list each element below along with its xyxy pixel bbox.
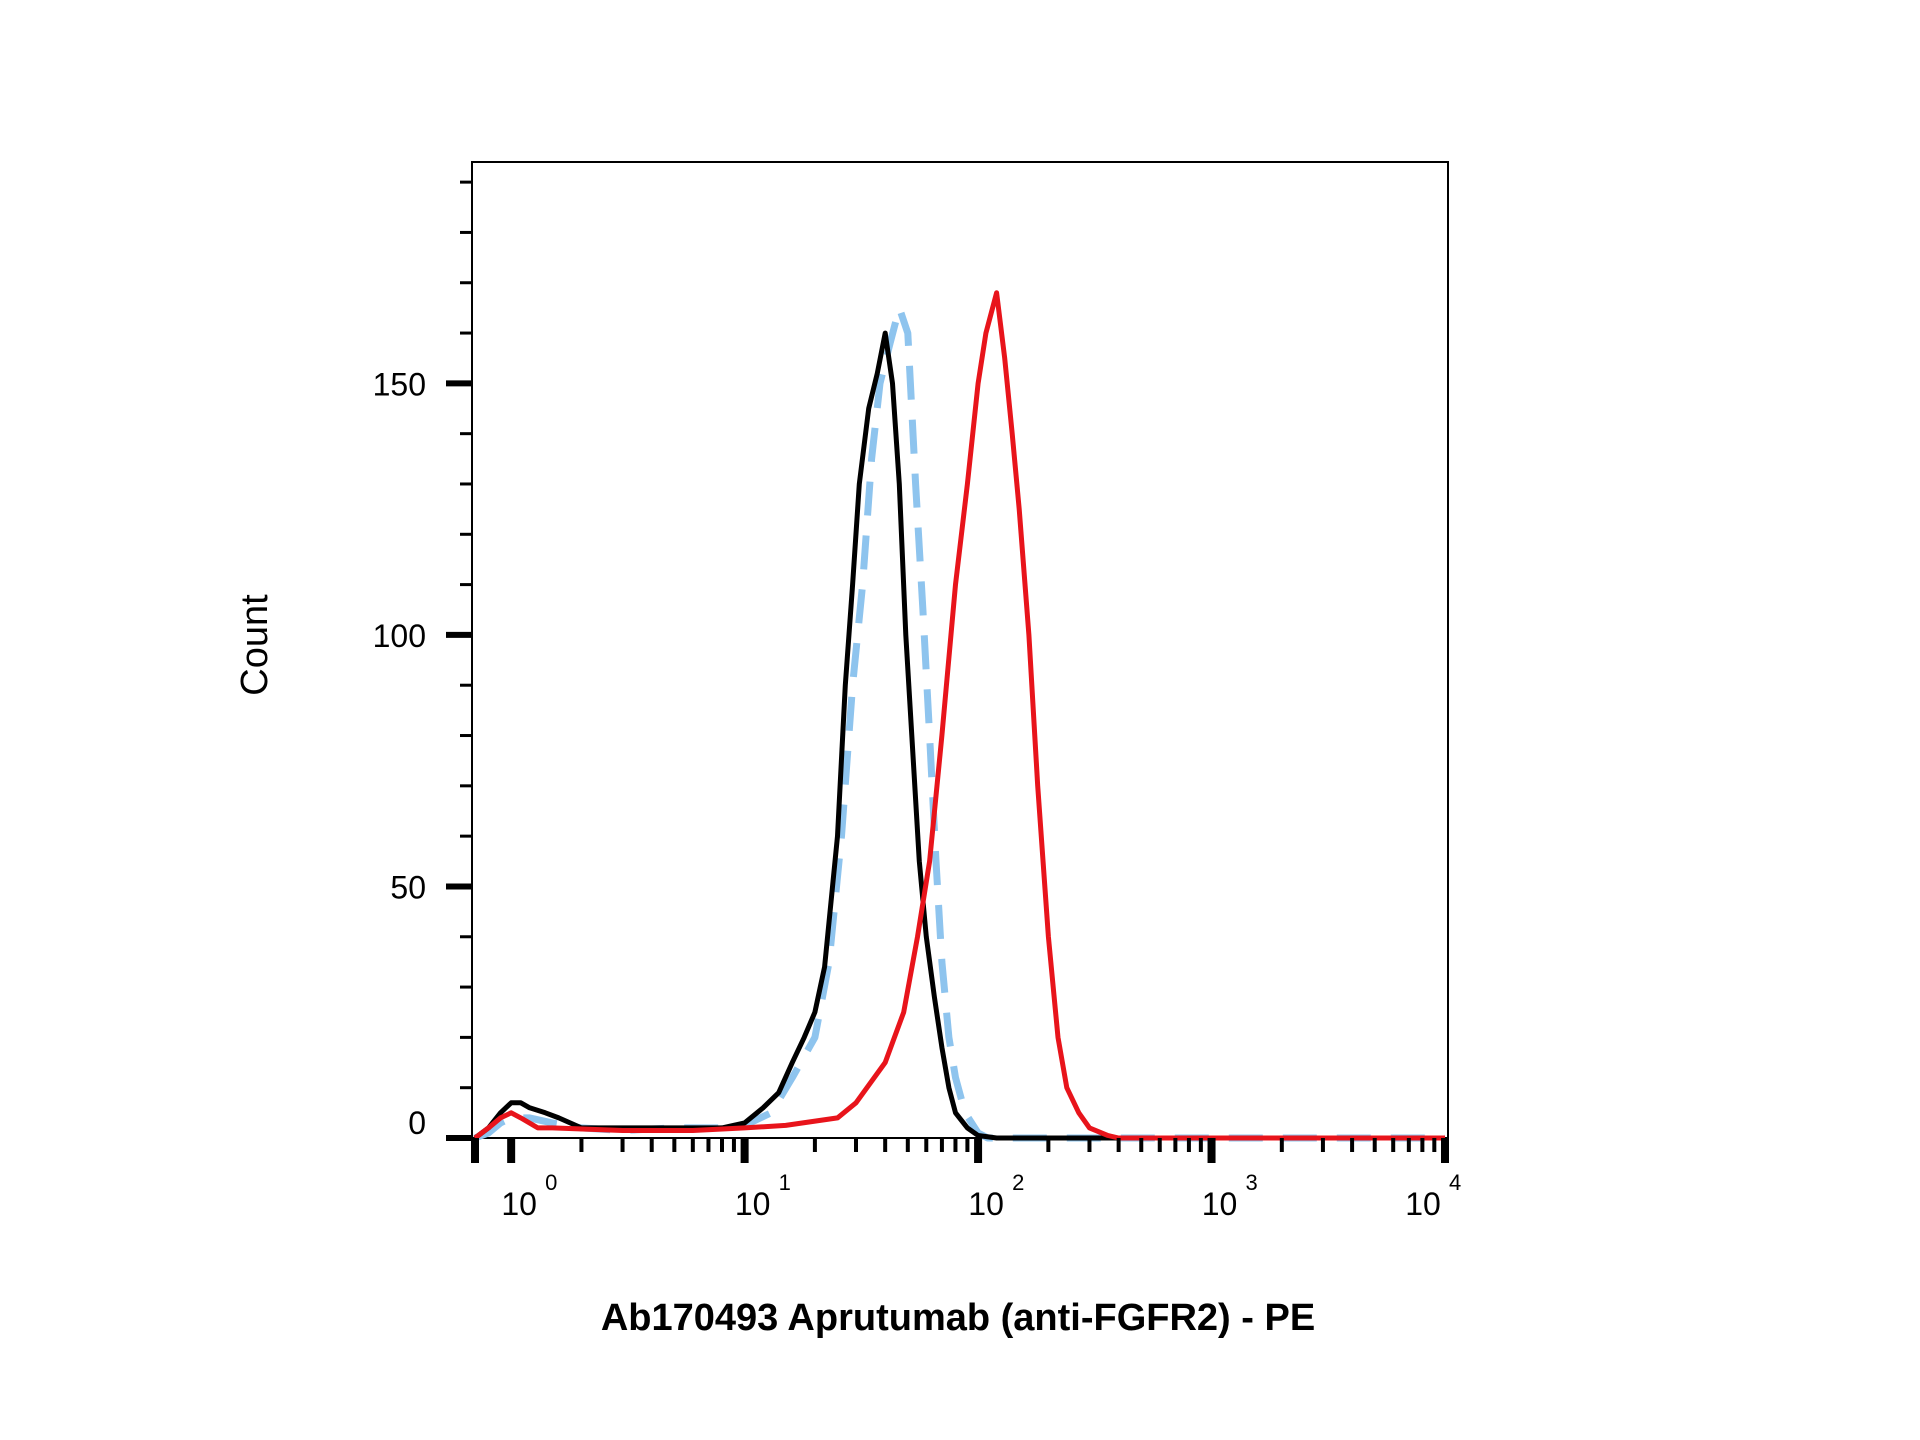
x-axis-label: Ab170493 Aprutumab (anti-FGFR2) - PE xyxy=(601,1297,1315,1339)
series-layer xyxy=(473,290,1445,1142)
x-tick-exponent: 1 xyxy=(779,1170,791,1195)
x-tick-label: 10 xyxy=(968,1186,1004,1222)
x-tick-label: 10 xyxy=(735,1186,771,1222)
y-axis-label: Count xyxy=(234,594,276,696)
x-tick-label: 10 xyxy=(501,1186,537,1222)
series-line-2 xyxy=(473,304,1445,1142)
x-tick-label: 10 xyxy=(1405,1186,1441,1222)
y-tick-label: 150 xyxy=(373,366,426,402)
x-tick-exponent: 2 xyxy=(1012,1170,1024,1195)
y-axis: 0 50 100 150 xyxy=(373,180,472,1141)
y-tick-label: 100 xyxy=(373,618,426,654)
x-tick-exponent: 0 xyxy=(545,1170,557,1195)
x-tick-exponent: 3 xyxy=(1246,1170,1258,1195)
series-line-1 xyxy=(473,330,1445,1141)
y-tick-label: 0 xyxy=(408,1105,426,1141)
x-axis: 10 0 10 1 10 2 10 3 10 4 xyxy=(471,1138,1461,1222)
x-tick-label: 10 xyxy=(1202,1186,1238,1222)
plot-frame xyxy=(471,161,1449,1139)
x-tick-exponent: 4 xyxy=(1449,1170,1461,1195)
y-tick-label: 50 xyxy=(390,869,426,905)
series-line-3 xyxy=(473,290,1445,1141)
